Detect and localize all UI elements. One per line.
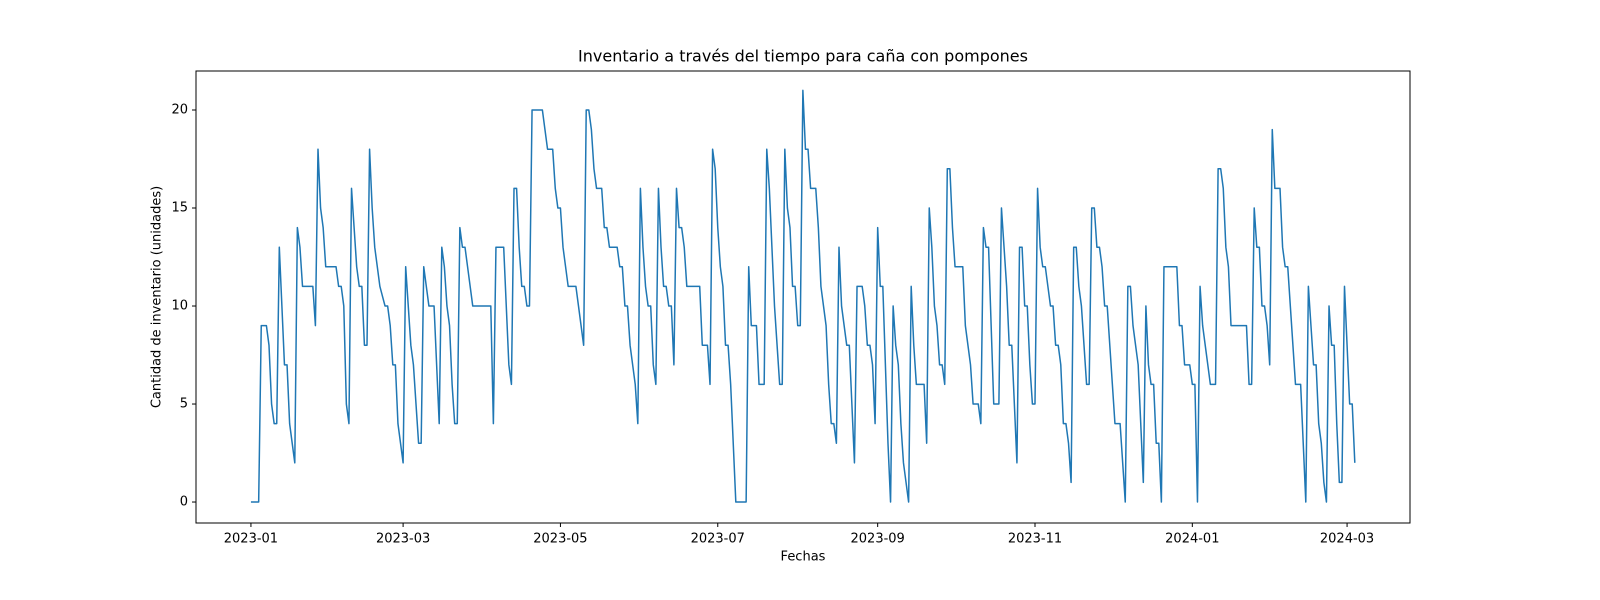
y-tick-label: 15 [171, 201, 188, 216]
x-tick-label: 2024-01 [1165, 532, 1219, 547]
y-tick-label: 0 [180, 495, 188, 510]
x-tick-label: 2023-07 [691, 532, 745, 547]
y-tick-label: 20 [171, 103, 188, 118]
x-tick-label: 2023-05 [533, 532, 587, 547]
x-tick-label: 2023-09 [851, 532, 905, 547]
x-tick-label: 2024-03 [1320, 532, 1374, 547]
x-tick-label: 2023-01 [224, 532, 278, 547]
y-axis-label: Cantidad de inventario (unidades) [150, 186, 165, 408]
chart-title: Inventario a través del tiempo para caña… [578, 47, 1028, 66]
x-tick-label: 2023-11 [1008, 532, 1062, 547]
y-tick-label: 5 [180, 397, 188, 412]
data-line [250, 89, 1356, 503]
x-tick-label: 2023-03 [376, 532, 430, 547]
plot-frame [195, 70, 1411, 524]
x-axis-label: Fechas [781, 550, 826, 565]
y-tick-label: 10 [171, 299, 188, 314]
